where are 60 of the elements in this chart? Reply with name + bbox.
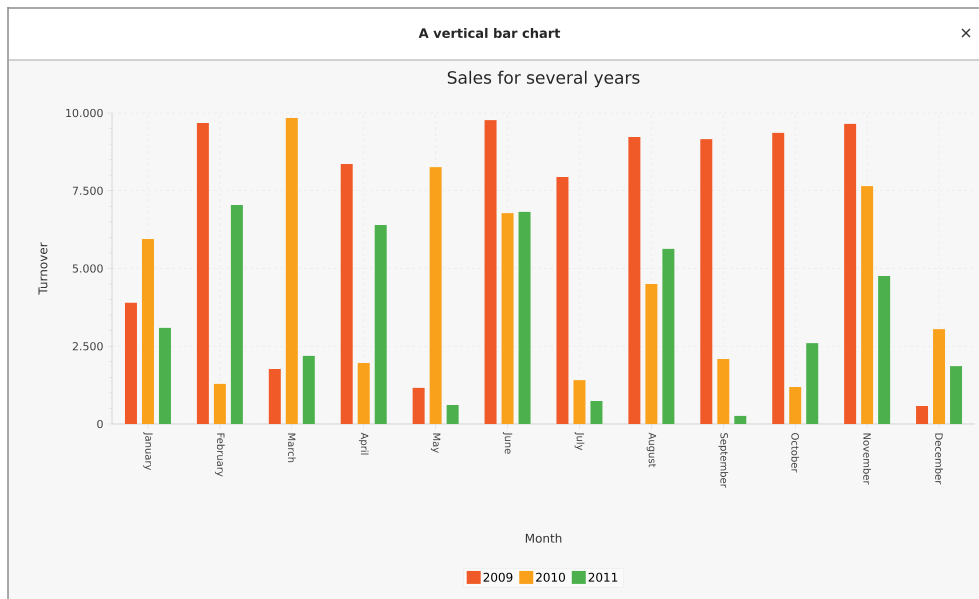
bar — [556, 177, 568, 424]
chart-title: A vertical bar chart — [418, 28, 560, 38]
y-tick-label: 0 — [97, 420, 103, 428]
bar — [230, 205, 243, 424]
bar — [662, 248, 674, 424]
bar — [573, 380, 586, 424]
bar — [844, 124, 856, 424]
y-tick-label: 7.500 — [72, 186, 103, 195]
x-axis-title: Month — [526, 533, 562, 543]
bar — [861, 186, 874, 424]
bar — [878, 276, 890, 424]
bar — [502, 213, 514, 424]
bar — [628, 136, 640, 424]
x-tick-label: October — [791, 433, 800, 473]
bar — [700, 139, 712, 424]
x-tick-label: September — [718, 433, 728, 488]
chart-subtitle: Sales for several years — [448, 70, 640, 88]
bar — [950, 366, 962, 424]
x-tick-label: June — [502, 432, 512, 454]
x-tick-label: January — [143, 432, 153, 470]
bar — [302, 356, 315, 424]
bar — [806, 343, 818, 424]
bar — [772, 132, 784, 424]
x-tick-label: May — [430, 434, 440, 453]
bar — [196, 122, 209, 424]
bar — [430, 167, 442, 424]
bar — [717, 358, 730, 424]
bar — [645, 284, 658, 424]
legend-label: 2009 — [484, 572, 512, 582]
bar — [412, 388, 425, 424]
bar — [214, 384, 226, 424]
x-tick-label: November — [863, 434, 872, 485]
x-tick-label: February — [215, 434, 225, 477]
x-tick-label: July — [574, 432, 584, 450]
bar — [124, 302, 137, 424]
bar — [734, 416, 746, 424]
bar — [158, 328, 171, 424]
bar — [789, 386, 802, 424]
bar — [374, 224, 387, 424]
bar — [268, 368, 281, 424]
x-tick-label: April — [358, 432, 369, 454]
bar — [340, 164, 353, 424]
bar — [933, 329, 946, 424]
y-tick-label: 10.000 — [66, 108, 103, 118]
legend-label: 2010 — [536, 572, 565, 582]
x-tick-label: August — [646, 432, 656, 468]
x-tick-label: March — [288, 434, 296, 462]
bar — [484, 120, 497, 424]
bar — [358, 363, 370, 424]
bar — [446, 405, 459, 424]
bar — [518, 212, 531, 424]
bar — [916, 406, 928, 424]
bar — [590, 400, 602, 424]
y-axis-title: Turnover — [38, 242, 48, 295]
bar — [286, 118, 298, 424]
x-tick-label: December — [935, 434, 943, 484]
bar — [142, 238, 154, 424]
y-tick-label: 5.000 — [72, 264, 103, 273]
y-tick-label: 2.500 — [72, 342, 103, 350]
legend-label: 2011 — [588, 572, 618, 582]
